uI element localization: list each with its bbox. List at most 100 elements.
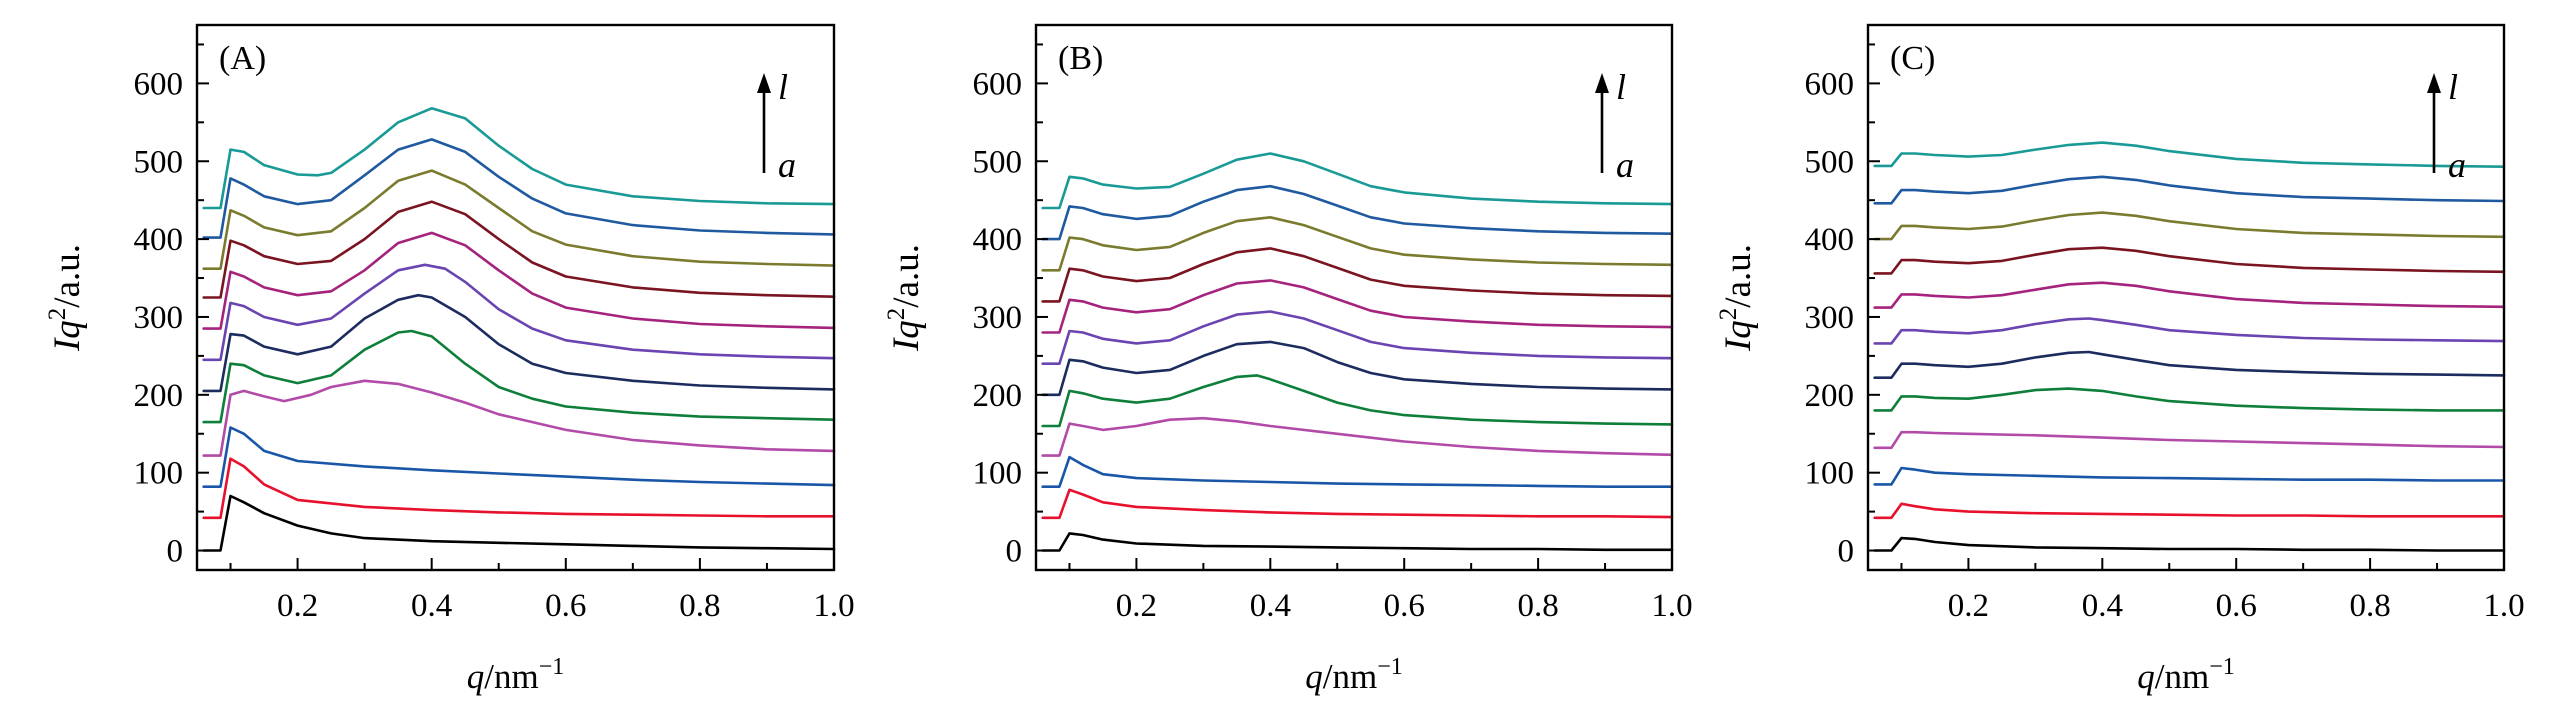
series-line-j bbox=[1873, 211, 2506, 241]
arrow-label-bottom: a bbox=[2448, 145, 2466, 185]
x-axis-var: q bbox=[1305, 657, 1323, 696]
plot-frame bbox=[195, 23, 836, 572]
y-tick-label: 300 bbox=[1805, 300, 1855, 336]
arrow-label-top: l bbox=[1616, 67, 1626, 107]
series-line-b bbox=[1041, 488, 1674, 520]
x-tick-label: 0.6 bbox=[2216, 588, 2257, 624]
series-line-f bbox=[1873, 350, 2506, 379]
y-tick-label: 300 bbox=[973, 300, 1023, 336]
y-tick-label: 100 bbox=[1805, 456, 1855, 492]
panel-label: (A) bbox=[219, 40, 266, 77]
x-tick-label: 1.0 bbox=[813, 588, 854, 624]
series-line-j bbox=[1041, 216, 1674, 272]
y-axis-var: Iq bbox=[1718, 320, 1759, 352]
series-line-d bbox=[1873, 430, 2506, 450]
series-line-h bbox=[1041, 279, 1674, 334]
series-line-e bbox=[1041, 374, 1674, 428]
series-line-k bbox=[1041, 184, 1674, 241]
y-tick-label: 0 bbox=[167, 534, 184, 570]
x-tick-label: 1.0 bbox=[2483, 588, 2524, 624]
series-line-a bbox=[1873, 536, 2506, 552]
series-line-c bbox=[202, 426, 836, 488]
y-tick-label: 200 bbox=[973, 378, 1023, 414]
x-tick-label: 0.4 bbox=[411, 588, 452, 624]
panel-c: 0 100 200 300 400 500 600 0.2 0.4 0.6 0.8 1.0 (C) la q… bbox=[1715, 23, 2525, 696]
y-tick-label: 400 bbox=[1805, 222, 1855, 258]
y-tick-label: 400 bbox=[973, 222, 1023, 258]
plot-frame bbox=[1866, 23, 2506, 572]
y-axis-unit: /a.u. bbox=[1718, 244, 1759, 308]
y-tick-label: 500 bbox=[1805, 144, 1855, 180]
series-line-d bbox=[1041, 416, 1674, 457]
panel-label: (B) bbox=[1058, 40, 1103, 77]
panel-a: 0 100 200 300 400 500 600 0.2 0.4 0.6 0.8 1.0 (A) la q… bbox=[44, 23, 855, 696]
y-axis-unit: /a.u. bbox=[47, 244, 88, 308]
x-axis-exp: −1 bbox=[1377, 654, 1403, 680]
panel-label: (C) bbox=[1890, 40, 1935, 77]
series-line-d bbox=[202, 379, 836, 457]
y-axis-label: Iq2/a.u. bbox=[1715, 244, 1759, 352]
arrow-label-bottom: a bbox=[778, 145, 796, 185]
y-tick-label: 200 bbox=[1805, 378, 1855, 414]
x-tick-label: 0.8 bbox=[1517, 588, 1558, 624]
x-axis-label: q/nm−1 bbox=[2137, 654, 2235, 696]
arrow-head-icon bbox=[1595, 73, 1609, 93]
x-tick-label: 0.6 bbox=[545, 588, 586, 624]
series-line-a bbox=[1041, 532, 1674, 552]
series-line-l bbox=[1873, 141, 2506, 168]
series-line-l bbox=[202, 107, 836, 210]
panel-b: 0 100 200 300 400 500 600 0.2 0.4 0.6 0.8 1.0 (B) la q… bbox=[883, 23, 1693, 696]
x-tick-label: 0.2 bbox=[1948, 588, 1989, 624]
series-line-b bbox=[202, 457, 836, 520]
x-tick-label: 0.2 bbox=[277, 588, 318, 624]
series-line-c bbox=[1873, 466, 2506, 486]
y-axis-label: Iq2/a.u. bbox=[883, 244, 927, 352]
y-tick-label: 600 bbox=[973, 66, 1023, 102]
y-tick-label: 0 bbox=[1006, 534, 1023, 570]
y-tick-label: 500 bbox=[973, 144, 1023, 180]
x-tick-label: 0.8 bbox=[2349, 588, 2390, 624]
series-line-c bbox=[1041, 455, 1674, 488]
x-tick-label: 0.4 bbox=[1250, 588, 1291, 624]
arrow-head-icon bbox=[757, 73, 771, 93]
x-axis-unit: /nm bbox=[1323, 657, 1377, 696]
x-tick-label: 0.4 bbox=[2082, 588, 2123, 624]
series-line-k bbox=[202, 138, 836, 239]
series-line-h bbox=[202, 231, 836, 330]
y-tick-label: 0 bbox=[1838, 534, 1855, 570]
x-tick-label: 0.8 bbox=[679, 588, 720, 624]
x-axis-exp: −1 bbox=[2209, 654, 2235, 680]
x-tick-label: 0.6 bbox=[1384, 588, 1425, 624]
x-axis-var: q bbox=[2137, 657, 2155, 696]
series-line-h bbox=[1873, 281, 2506, 309]
y-axis-var: Iq bbox=[47, 320, 88, 352]
y-tick-label: 300 bbox=[134, 300, 184, 336]
arrow-label-top: l bbox=[778, 67, 788, 107]
y-tick-label: 600 bbox=[134, 66, 184, 102]
x-axis-label: q/nm−1 bbox=[1305, 654, 1403, 696]
arrow-head-icon bbox=[2427, 73, 2441, 93]
series-line-i bbox=[1873, 246, 2506, 275]
y-tick-label: 200 bbox=[134, 378, 184, 414]
y-tick-label: 100 bbox=[973, 456, 1023, 492]
series-line-k bbox=[1873, 175, 2506, 205]
series-line-g bbox=[1041, 310, 1674, 365]
series-line-b bbox=[1873, 502, 2506, 520]
series-line-f bbox=[1041, 340, 1674, 397]
curves bbox=[1041, 152, 1674, 552]
arrow-label-top: l bbox=[2448, 67, 2458, 107]
series-line-l bbox=[1041, 152, 1674, 210]
y-tick-label: 400 bbox=[134, 222, 184, 258]
x-tick-label: 1.0 bbox=[1651, 588, 1692, 624]
y-tick-label: 100 bbox=[134, 456, 184, 492]
series-line-g bbox=[202, 263, 836, 362]
x-axis-unit: /nm bbox=[484, 657, 538, 696]
y-axis-unit: /a.u. bbox=[886, 244, 927, 308]
series-line-e bbox=[1873, 387, 2506, 412]
x-axis-var: q bbox=[467, 657, 485, 696]
y-axis-var: Iq bbox=[886, 320, 927, 352]
series-line-i bbox=[202, 200, 836, 299]
x-tick-label: 0.2 bbox=[1116, 588, 1157, 624]
y-axis-exp: 2 bbox=[1715, 308, 1742, 321]
